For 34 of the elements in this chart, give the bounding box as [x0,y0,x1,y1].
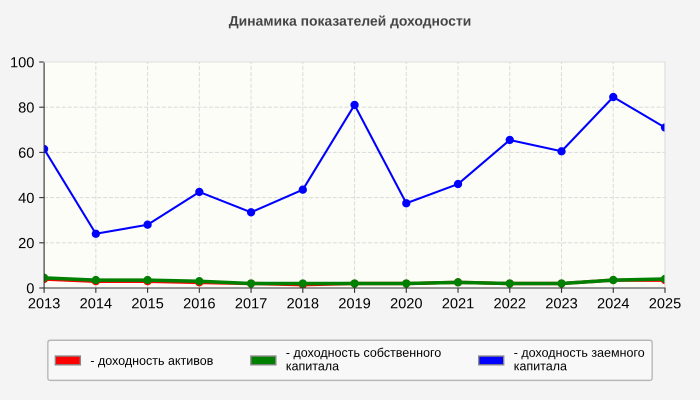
point [143,220,152,229]
y-tick-label: 20 [18,238,34,248]
point [350,100,359,110]
x-tick-label: 2015 [132,298,164,308]
point [92,230,100,238]
point [195,188,204,196]
point [557,147,566,156]
y-tick-label: 60 [18,148,34,158]
x-tick-label: 2022 [494,298,526,308]
x-tick-label: 2016 [184,298,215,308]
x-tick-label: 2023 [546,298,578,308]
x-tick-label: 2021 [442,298,474,308]
chart-title: Динамика показателей доходности [228,15,470,28]
x-tick-label: 2014 [80,298,112,308]
x-tick-label: 2013 [28,298,60,308]
point [402,199,410,208]
y-tick-label: 100 [11,57,34,68]
x-tick-label: 2019 [339,298,370,308]
x-tick-label: 2020 [390,298,422,308]
legend-label: - доходность активов [90,358,213,368]
y-tick-label: 80 [18,102,34,113]
x-tick-label: 2018 [287,298,318,308]
x-tick-label: 2025 [650,298,681,308]
legend-label: - доходность заемного капитала [514,350,644,370]
y-tick-label: 40 [18,192,34,204]
point [454,180,462,188]
point [298,186,307,194]
x-tick-label: 2017 [236,298,267,308]
x-tick-label: 2024 [598,298,630,308]
point [609,92,618,102]
y-tick-label: 0 [26,283,34,294]
point [506,136,514,144]
legend-label: - доходность собственного капитала [286,348,441,370]
point [246,208,256,216]
